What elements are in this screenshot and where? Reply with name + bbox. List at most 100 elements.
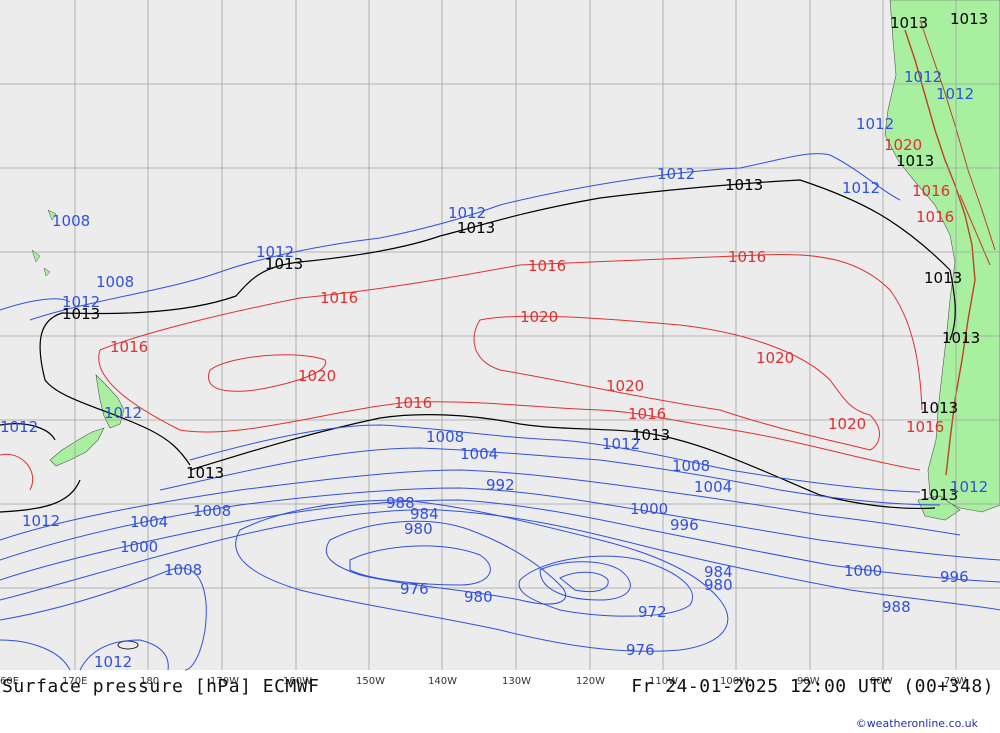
isobar-label: 1016 [906, 418, 944, 436]
isobar-label: 1020 [756, 349, 794, 367]
isobar-label: 1020 [298, 367, 336, 385]
tick-label: 120W [576, 676, 605, 687]
isobar-label: 1016 [528, 257, 566, 275]
isobar-label: 1012 [936, 85, 974, 103]
isobar-label: 1008 [52, 212, 90, 230]
isobar-label: 1013 [265, 255, 303, 273]
tick-label: 170E [62, 676, 87, 687]
isobar-label: 1016 [916, 208, 954, 226]
isobar-label: 1013 [457, 219, 495, 237]
isobar-label: 976 [400, 580, 429, 598]
isobar-label: 1008 [96, 273, 134, 291]
isobar-label: 1004 [460, 445, 498, 463]
low-isobars [0, 153, 1000, 671]
isobar-label: 1000 [120, 538, 158, 556]
longitude-ticks: 60E 170E 180 170W 160W 150W 140W 130W 12… [0, 676, 967, 687]
isobar-label: 992 [486, 476, 515, 494]
valid-time: Fr 24-01-2025 12:00 UTC (00+348) [631, 676, 994, 697]
new-zealand-north-island [95, 374, 125, 429]
isobar-label: 1020 [828, 415, 866, 433]
fiji-islands [31, 209, 57, 277]
isobar-label: 1013 [950, 10, 988, 28]
isobar-label: 1013 [725, 176, 763, 194]
isobar-label: 988 [882, 598, 911, 616]
isobar-label: 1016 [320, 289, 358, 307]
isobar-label: 1016 [912, 182, 950, 200]
isobar-label: 1016 [628, 405, 666, 423]
isobar-label: 984 [410, 505, 439, 523]
tierra-del-fuego [917, 495, 961, 521]
isobar-label: 1013 [186, 464, 224, 482]
isobar-label: 1012 [22, 512, 60, 530]
andes-terrain-2 [919, 19, 996, 266]
isobar-label: 1012 [62, 293, 100, 311]
tick-label: 70W [944, 676, 967, 687]
isobar-label: 1008 [193, 502, 231, 520]
isobar-label: 1020 [520, 308, 558, 326]
isobar-label: 1012 [94, 653, 132, 671]
mean-isobars [0, 179, 956, 513]
isobar-label: 1012 [842, 179, 880, 197]
isobar-labels: 1013 1013 1013 1013 1013 1013 1013 1013 … [0, 10, 988, 671]
tick-label: 100W [720, 676, 749, 687]
isobar-label: 1013 [890, 14, 928, 32]
isobar-label: 972 [638, 603, 667, 621]
new-zealand-south-island [49, 427, 105, 467]
isobar-label: 984 [704, 563, 733, 581]
isobar-label: 1020 [884, 136, 922, 154]
isobar-label: 1013 [920, 399, 958, 417]
isobar-label: 980 [464, 588, 493, 606]
high-isobars [0, 253, 923, 491]
isobar-label: 1013 [942, 329, 980, 347]
isobar-label: 1012 [904, 68, 942, 86]
tick-label: 140W [428, 676, 457, 687]
graticule [0, 0, 1000, 670]
isobar-label: 1004 [130, 513, 168, 531]
isobar-label: 1012 [856, 115, 894, 133]
isobar-label: 1012 [0, 418, 38, 436]
isobar-label: 1013 [62, 305, 100, 323]
isobar-label: 1013 [924, 269, 962, 287]
isobar-label: 996 [670, 516, 699, 534]
tick-label: 180 [140, 676, 159, 687]
tick-label: 170W [210, 676, 239, 687]
tick-label: 160W [283, 676, 312, 687]
isobar-label: 1013 [920, 486, 958, 504]
south-america-land [884, 0, 1000, 513]
isobar-label: 1020 [606, 377, 644, 395]
isobar-label: 1008 [164, 561, 202, 579]
isobar-label: 980 [404, 520, 433, 538]
isobar-labels-high: 1016 1016 1016 1016 1016 1016 1016 1016 … [110, 136, 954, 436]
isobar-label: 1008 [672, 457, 710, 475]
isobar-label: 1013 [896, 152, 934, 170]
isobar-label: 980 [704, 576, 733, 594]
tick-label: 150W [356, 676, 385, 687]
tick-label: 90W [797, 676, 820, 687]
ocean [0, 0, 1000, 670]
tick-label: 60E [0, 676, 19, 687]
isobar-label: 1004 [694, 478, 732, 496]
isobar-label: 988 [386, 494, 415, 512]
isobar-label: 1016 [728, 248, 766, 266]
tick-label: 80W [870, 676, 893, 687]
isobar-label: 1012 [104, 404, 142, 422]
isobar-label: 1000 [630, 500, 668, 518]
isobar-label: 1013 [632, 426, 670, 444]
isobar-label: 1012 [448, 204, 486, 222]
isobar-label: 1012 [950, 478, 988, 496]
isobar-label: 1012 [256, 243, 294, 261]
tick-label: 130W [502, 676, 531, 687]
tick-label: 110W [649, 676, 678, 687]
isobar-label: 1000 [844, 562, 882, 580]
isobar-label: 976 [626, 641, 655, 659]
isobar-label: 1016 [394, 394, 432, 412]
isobar-label: 1012 [657, 165, 695, 183]
isobar-label: 1016 [110, 338, 148, 356]
map-title: Surface pressure [hPa] ECMWF [2, 676, 320, 697]
isobar-label: 996 [940, 568, 969, 586]
isobar-label: 1012 [602, 435, 640, 453]
isobar-label: 1008 [426, 428, 464, 446]
credit-link[interactable]: ©weatheronline.co.uk [855, 717, 978, 730]
